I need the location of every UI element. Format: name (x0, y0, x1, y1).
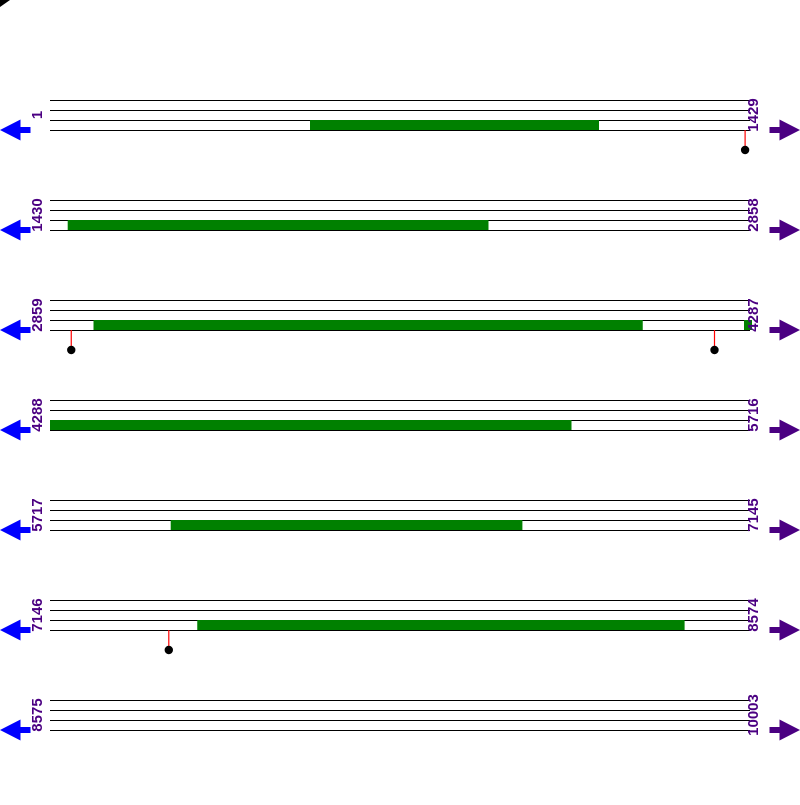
svg-text:7145: 7145 (745, 498, 762, 531)
svg-text:2859: 2859 (29, 298, 46, 331)
svg-text:5716: 5716 (745, 398, 762, 431)
svg-text:10003: 10003 (745, 694, 762, 736)
svg-text:5717: 5717 (29, 498, 46, 531)
svg-text:8574: 8574 (745, 598, 762, 632)
svg-text:4288: 4288 (29, 398, 46, 431)
svg-text:1: 1 (29, 111, 46, 119)
svg-text:1430: 1430 (29, 198, 46, 231)
svg-text:4287: 4287 (745, 298, 762, 331)
svg-text:2858: 2858 (745, 198, 762, 231)
svg-text:1429: 1429 (745, 98, 762, 131)
svg-text:8575: 8575 (29, 698, 46, 731)
svg-text:7146: 7146 (29, 598, 46, 631)
